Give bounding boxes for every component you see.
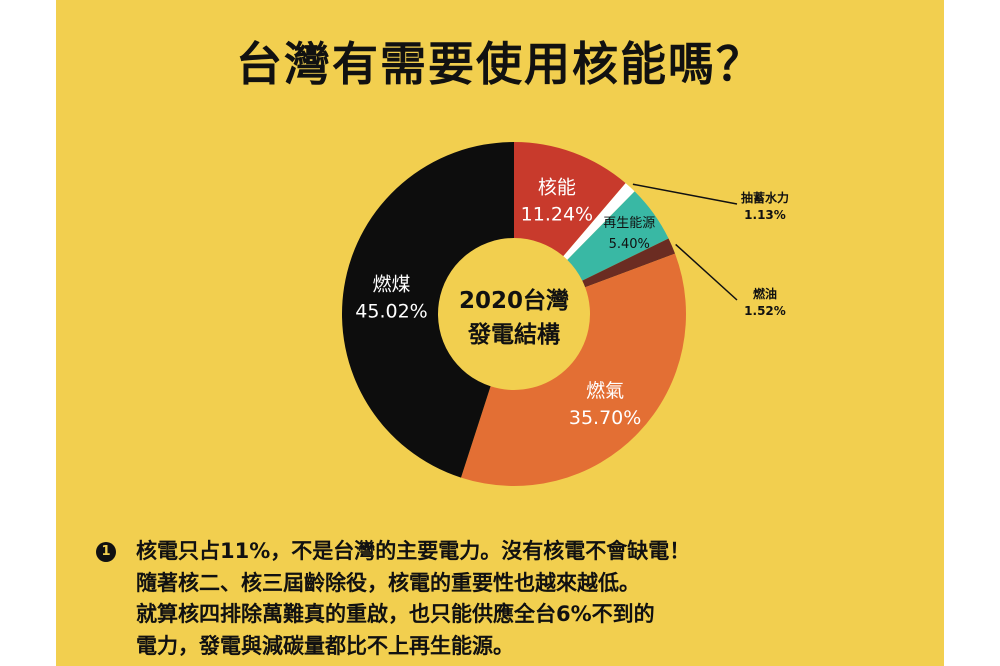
leader-line-3: [675, 243, 738, 301]
poster-title: 台灣有需要使用核能嗎？: [236, 37, 764, 91]
slice-2: [567, 191, 669, 281]
slice-label-0: 核能: [538, 177, 576, 199]
slice-label-4: 燃氣: [586, 380, 624, 402]
slice-value-0: 11.24%: [521, 204, 593, 226]
leader-line-1: [632, 183, 738, 205]
slice-1: [563, 183, 635, 260]
note-lines: 核電只占11%，不是台灣的主要電力。沒有核電不會缺電！ 隨著核二、核三屆齡除役，…: [136, 536, 796, 662]
slice-label-1: 抽蓄水力: [741, 190, 789, 205]
note-line-3: 就算核四排除萬難真的重啟，也只能供應全台6%不到的: [136, 602, 655, 626]
slice-label-3: 燃油: [753, 286, 777, 301]
slice-value-3: 1.52%: [744, 304, 786, 318]
slice-label-5: 燃煤: [373, 274, 411, 296]
center-label-line-1: 2020台灣: [459, 287, 569, 314]
note-number-badge: 1: [96, 542, 116, 562]
note-line-2: 隨著核二、核三屆齡除役，核電的重要性也越來越低。: [136, 570, 640, 595]
donut-center: [439, 239, 589, 389]
slice-value-1: 1.13%: [744, 208, 786, 222]
slice-value-2: 5.40%: [609, 237, 650, 252]
slice-value-4: 35.70%: [569, 407, 641, 429]
slice-value-5: 45.02%: [355, 301, 427, 323]
note-line-4: 電力，發電與減碳量都比不上再生能源。: [136, 633, 514, 658]
center-label-line-2: 發電結構: [467, 321, 560, 348]
note-line-1: 核電只占11%，不是台灣的主要電力。沒有核電不會缺電！: [136, 539, 691, 563]
slice-3: [582, 238, 676, 288]
slice-5: [342, 142, 514, 478]
slice-4: [461, 253, 686, 486]
slice-label-2: 再生能源: [603, 216, 655, 231]
slice-0: [514, 142, 626, 257]
